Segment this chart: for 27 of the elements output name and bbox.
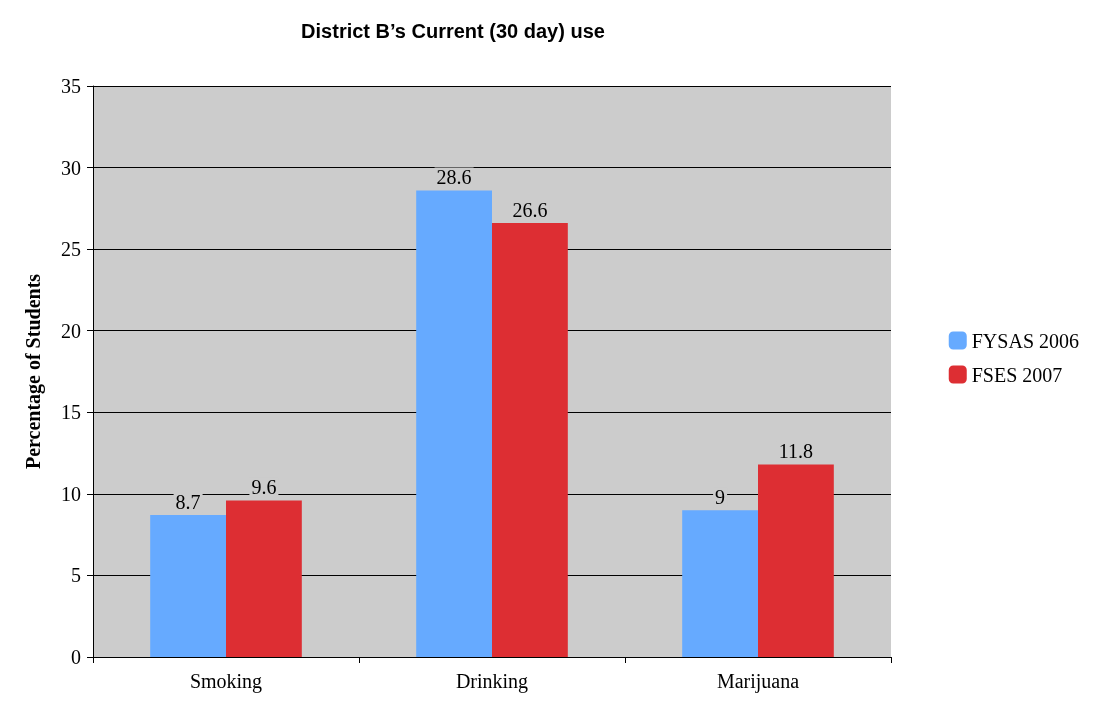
- y-tick-label: 10: [61, 482, 81, 505]
- y-tick-label: 20: [61, 319, 81, 342]
- y-tick-label: 25: [61, 238, 81, 261]
- data-label: 9: [715, 486, 726, 509]
- y-tick-label: 5: [71, 564, 81, 587]
- bar: [226, 500, 302, 657]
- y-axis-title: Percentage of Students: [22, 273, 45, 470]
- bar: [150, 515, 226, 657]
- bar: [682, 510, 758, 657]
- data-label: 11.8: [778, 440, 814, 463]
- x-tick-label: Drinking: [455, 670, 529, 693]
- y-tick-label: 30: [61, 156, 81, 179]
- x-tick-label: Smoking: [189, 670, 263, 693]
- y-tick-label: 15: [61, 401, 81, 424]
- bar: [758, 464, 834, 657]
- bar: [492, 223, 568, 657]
- bar: [416, 190, 492, 657]
- data-label: 26.6: [512, 199, 548, 222]
- chart-title: District B’s Current (30 day) use: [301, 20, 605, 42]
- data-label: 9.6: [251, 476, 277, 499]
- data-label: 8.7: [175, 491, 201, 514]
- x-tick-label: Marijuana: [716, 670, 800, 693]
- y-tick-label: 0: [71, 646, 81, 668]
- legend-label: FSES 2007: [971, 363, 1063, 386]
- data-label: 28.6: [436, 166, 472, 189]
- legend-label: FYSAS 2006: [971, 329, 1080, 352]
- y-tick-label: 35: [61, 75, 81, 97]
